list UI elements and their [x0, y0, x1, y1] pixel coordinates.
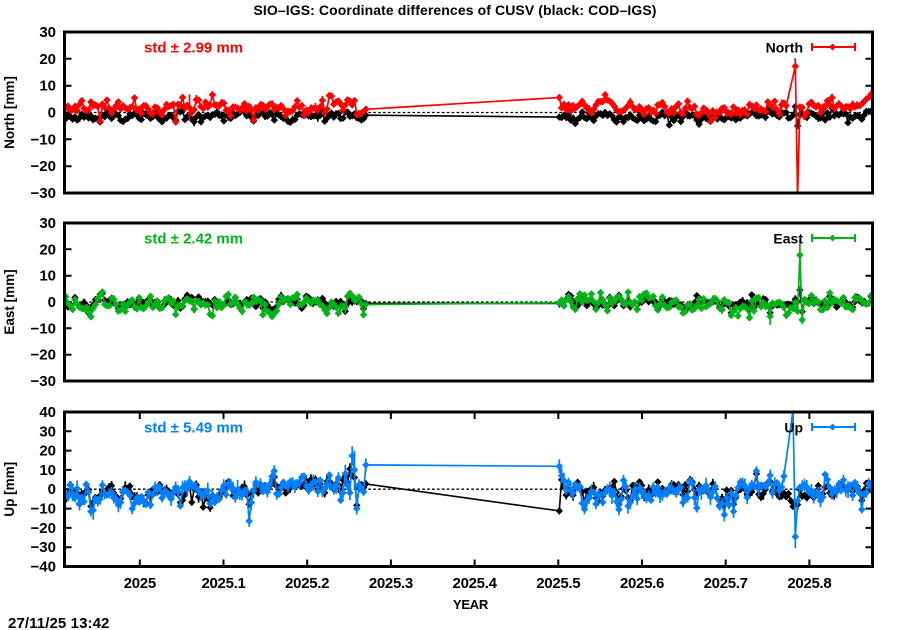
- svg-text:10: 10: [39, 268, 56, 285]
- svg-text:2025.4: 2025.4: [453, 575, 498, 592]
- svg-text:−20: −20: [31, 347, 56, 364]
- svg-text:30: 30: [39, 24, 56, 41]
- svg-text:2025.3: 2025.3: [369, 575, 413, 592]
- svg-text:27/11/25 13:42: 27/11/25 13:42: [8, 615, 110, 630]
- svg-text:0: 0: [48, 294, 56, 311]
- svg-text:Up [mm]: Up [mm]: [2, 462, 17, 517]
- svg-text:−20: −20: [31, 520, 56, 537]
- svg-text:Up: Up: [784, 419, 803, 435]
- svg-text:2025.8: 2025.8: [787, 575, 831, 592]
- svg-text:30: 30: [39, 215, 56, 232]
- svg-text:2025.1: 2025.1: [201, 575, 245, 592]
- svg-text:East [mm]: East [mm]: [2, 269, 17, 334]
- svg-text:East: East: [773, 230, 803, 246]
- svg-text:10: 10: [39, 78, 56, 95]
- svg-text:std ± 5.49 mm: std ± 5.49 mm: [144, 419, 243, 436]
- svg-text:−30: −30: [31, 373, 56, 390]
- svg-text:2025: 2025: [124, 575, 156, 592]
- svg-text:−30: −30: [31, 185, 56, 202]
- svg-text:20: 20: [39, 443, 56, 460]
- svg-text:2025.5: 2025.5: [536, 575, 580, 592]
- svg-text:−20: −20: [31, 158, 56, 175]
- svg-text:40: 40: [39, 404, 56, 421]
- svg-text:−40: −40: [31, 559, 56, 576]
- svg-text:YEAR: YEAR: [453, 597, 489, 612]
- svg-text:20: 20: [39, 51, 56, 68]
- svg-text:2025.7: 2025.7: [704, 575, 748, 592]
- svg-text:20: 20: [39, 241, 56, 258]
- svg-text:North: North: [766, 39, 803, 55]
- svg-text:30: 30: [39, 423, 56, 440]
- svg-text:std ± 2.99 mm: std ± 2.99 mm: [144, 39, 243, 56]
- svg-text:SIO–IGS: Coordinate difference: SIO–IGS: Coordinate differences of CUSV …: [253, 2, 656, 18]
- svg-text:std ± 2.42 mm: std ± 2.42 mm: [144, 230, 243, 247]
- svg-text:0: 0: [48, 481, 56, 498]
- svg-text:−10: −10: [31, 501, 56, 518]
- svg-text:10: 10: [39, 462, 56, 479]
- svg-text:2025.6: 2025.6: [620, 575, 664, 592]
- svg-text:−10: −10: [31, 320, 56, 337]
- svg-text:2025.2: 2025.2: [285, 575, 329, 592]
- svg-text:−10: −10: [31, 131, 56, 148]
- svg-text:0: 0: [48, 105, 56, 122]
- svg-text:−30: −30: [31, 539, 56, 556]
- svg-text:North [mm]: North [mm]: [2, 76, 17, 149]
